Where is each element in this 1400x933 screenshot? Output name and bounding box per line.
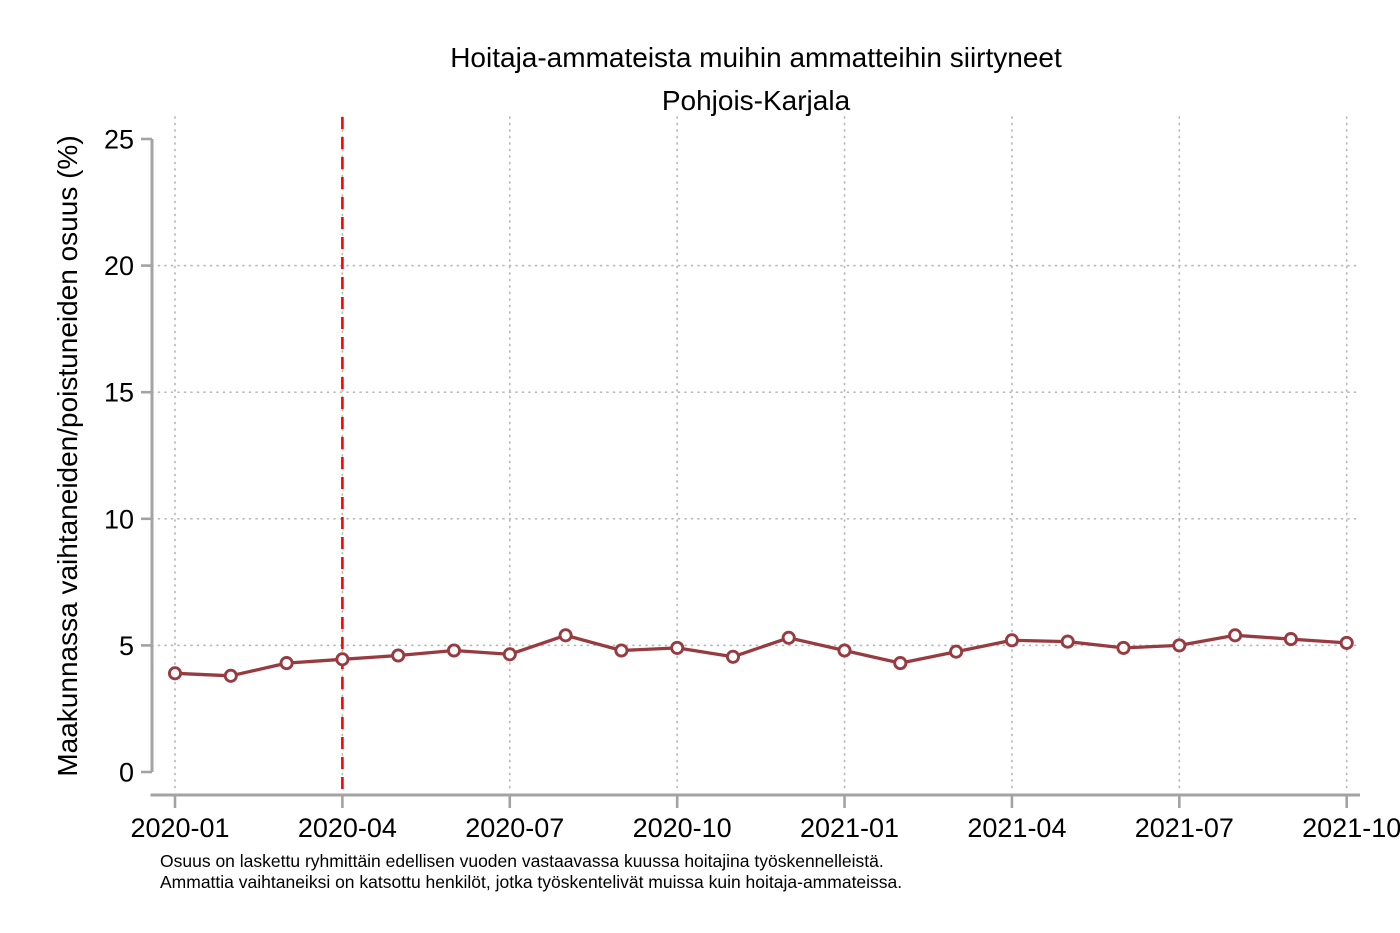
x-tick-label: 2020-10 [633, 813, 732, 843]
x-tick-label: 2021-04 [967, 813, 1066, 843]
data-point-marker [893, 656, 908, 671]
footnotes: Osuus on laskettu ryhmittäin edellisen v… [160, 851, 902, 893]
y-tick-label: 5 [119, 631, 134, 661]
data-point-marker [558, 628, 573, 643]
data-point-marker [781, 630, 796, 645]
data-point-marker [1283, 632, 1298, 647]
data-point-marker [1004, 633, 1019, 648]
y-tick-label: 0 [119, 758, 134, 788]
y-tick-label: 10 [104, 504, 134, 534]
chart-subtitle: Pohjois-Karjala [661, 85, 851, 116]
data-point-marker [1116, 640, 1131, 655]
x-tick-label: 2021-07 [1135, 813, 1234, 843]
data-point-marker [335, 652, 350, 667]
series-line [174, 633, 1347, 678]
data-point-marker [223, 668, 238, 683]
data-point-marker [614, 643, 629, 658]
x-tick-label: 2021-10 [1302, 813, 1400, 843]
data-point-marker [167, 666, 183, 681]
x-tick-label: 2020-01 [130, 813, 229, 843]
data-point-marker [949, 644, 964, 659]
data-point-marker [1172, 638, 1187, 653]
data-point-marker [391, 648, 406, 663]
data-point-marker [1060, 634, 1075, 649]
data-point-marker [725, 649, 741, 664]
y-tick-label: 15 [104, 378, 134, 408]
data-point-marker [1228, 628, 1243, 643]
footnote-line-1: Osuus on laskettu ryhmittäin edellisen v… [160, 851, 884, 871]
data-point-marker [279, 656, 294, 671]
data-point-marker [502, 647, 517, 662]
data-point-marker [837, 643, 852, 658]
x-tick-label: 2021-01 [800, 813, 899, 843]
y-tick-label: 20 [104, 251, 134, 281]
x-tick-label: 2020-04 [298, 813, 397, 843]
chart-title: Hoitaja-ammateista muihin ammatteihin si… [450, 42, 1062, 73]
data-point-marker [446, 643, 462, 658]
title-block: Hoitaja-ammateista muihin ammatteihin si… [152, 36, 1360, 122]
y-tick-label: 25 [104, 125, 134, 155]
x-tick-label: 2020-07 [465, 813, 564, 843]
data-point-marker [670, 640, 685, 655]
footnote-line-2: Ammattia vaihtaneiksi on katsottu henkil… [160, 872, 903, 892]
data-point-marker [1339, 635, 1354, 650]
